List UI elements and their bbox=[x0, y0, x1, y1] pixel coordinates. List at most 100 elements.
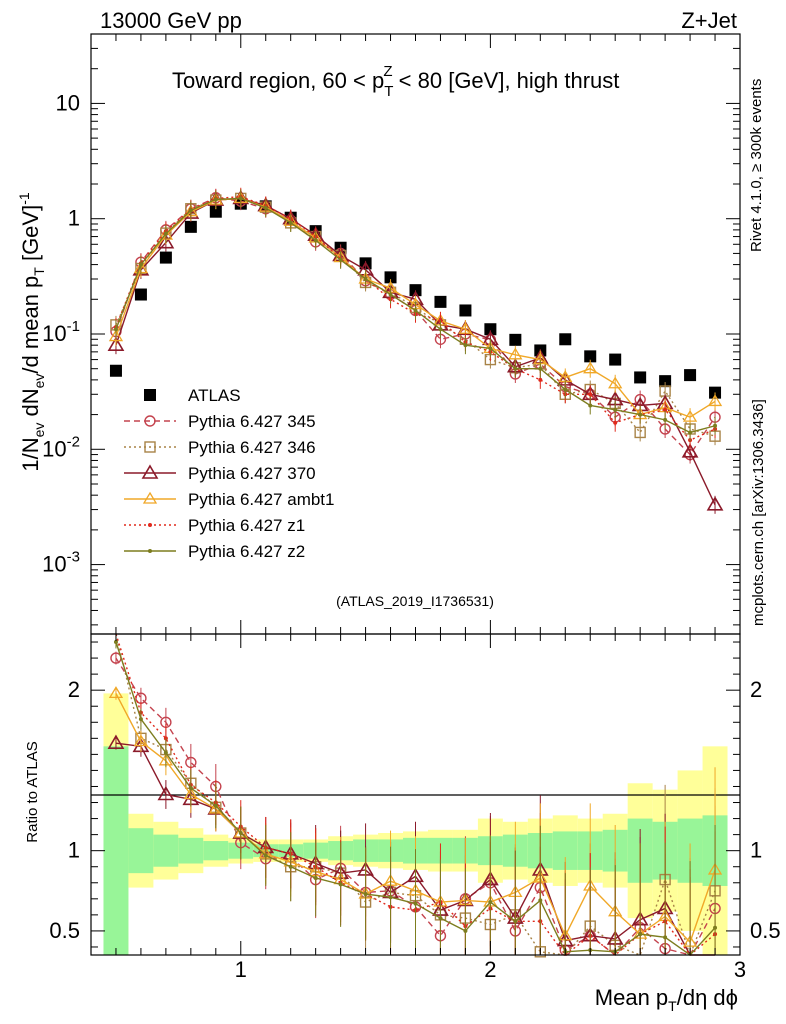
data-point bbox=[659, 375, 672, 388]
ratio-xlabel: Mean pT/dη dϕ bbox=[595, 985, 738, 1014]
tick-exp: -2 bbox=[67, 433, 80, 450]
band-inner bbox=[153, 834, 179, 867]
data-point bbox=[107, 336, 125, 351]
data-point bbox=[584, 350, 597, 363]
ylabel-d: [GeV] bbox=[18, 205, 43, 267]
ratio-ylabel: Ratio to ATLAS bbox=[24, 741, 41, 842]
rivet-label: Rivet 4.1.0, ≥ 300k events bbox=[748, 79, 765, 252]
legend-entry: Pythia 6.427 z1 bbox=[124, 516, 305, 535]
ylabel-c: /d mean p bbox=[18, 276, 43, 374]
legend-entry: Pythia 6.427 345 bbox=[124, 412, 316, 431]
ratio-point bbox=[263, 853, 268, 858]
data-point bbox=[288, 220, 293, 225]
series-6 bbox=[113, 189, 718, 442]
data-point bbox=[509, 333, 522, 346]
ratio-panel: 0.5 0.5 1 1 2 2 1 2 3 Ratio to ATLAS Mean pT/dη … bbox=[24, 633, 781, 1014]
ratio-point bbox=[133, 734, 149, 747]
ratio-point bbox=[288, 864, 293, 869]
data-point bbox=[682, 409, 698, 422]
ratio-y-tick-label-right: 2 bbox=[750, 677, 762, 702]
main-title: Toward region, 60 < pTZ < 80 [GeV], high… bbox=[172, 63, 619, 100]
ratio-point bbox=[113, 640, 118, 645]
data-point bbox=[238, 196, 243, 201]
series-line bbox=[115, 197, 716, 506]
ratio-point bbox=[438, 916, 443, 921]
ratio-y-tick-label: 0.5 bbox=[49, 918, 80, 943]
legend-marker bbox=[142, 491, 158, 504]
ratio-point bbox=[488, 900, 493, 905]
legend-label: Pythia 6.427 345 bbox=[188, 412, 316, 431]
legend-marker bbox=[148, 523, 152, 527]
ratio-point bbox=[157, 785, 175, 801]
ratio-point bbox=[463, 928, 468, 933]
ylabel-b-sub: ev bbox=[31, 374, 47, 389]
legend-label: ATLAS bbox=[188, 386, 241, 405]
legend-label: Pythia 6.427 370 bbox=[188, 464, 316, 483]
data-point bbox=[613, 420, 618, 425]
watermark: (ATLAS_2019_I1736531) bbox=[336, 593, 494, 609]
legend-label: Pythia 6.427 ambt1 bbox=[188, 490, 334, 509]
data-point bbox=[188, 208, 193, 213]
data-point bbox=[706, 496, 724, 511]
data-point bbox=[163, 231, 168, 236]
y-tick-label: 10 bbox=[56, 90, 80, 115]
ratio-point bbox=[413, 901, 418, 906]
ylabel-a: 1/N bbox=[18, 437, 43, 471]
band-inner bbox=[203, 841, 229, 861]
ratio-point bbox=[388, 895, 393, 900]
ratio-point bbox=[108, 686, 124, 699]
ratio-point bbox=[313, 875, 318, 880]
header-right: Z+Jet bbox=[681, 8, 737, 33]
data-point bbox=[459, 304, 472, 317]
data-point bbox=[409, 284, 422, 297]
data-point bbox=[384, 271, 397, 284]
data-point bbox=[213, 197, 218, 202]
data-point bbox=[634, 371, 647, 384]
ratio-y-tick-label: 2 bbox=[68, 677, 80, 702]
data-point bbox=[109, 364, 122, 377]
data-point bbox=[138, 262, 143, 267]
ylabel-a-sub: ev bbox=[31, 423, 47, 438]
ratio-point bbox=[538, 898, 543, 903]
data-point bbox=[613, 407, 618, 412]
data-point bbox=[663, 417, 668, 422]
data-point bbox=[663, 407, 668, 412]
data-point bbox=[438, 327, 443, 332]
legend-marker bbox=[144, 415, 156, 427]
data-point bbox=[563, 387, 568, 392]
title-sup: Z bbox=[383, 63, 392, 80]
ratio-point bbox=[338, 882, 343, 887]
ratio-point bbox=[188, 786, 193, 791]
data-point bbox=[559, 333, 572, 346]
data-point bbox=[538, 366, 543, 371]
data-point bbox=[684, 369, 697, 382]
data-point bbox=[313, 238, 318, 243]
ratio-point bbox=[138, 717, 143, 722]
legend-entry: Pythia 6.427 ambt1 bbox=[124, 490, 334, 509]
data-point bbox=[434, 295, 447, 308]
data-point bbox=[108, 329, 124, 342]
x-tick-label: 2 bbox=[484, 957, 496, 982]
xlabel-b: /dη dϕ bbox=[677, 985, 738, 1010]
title-part-2: < 80 [GeV], high thrust bbox=[393, 68, 620, 93]
legend-label: Pythia 6.427 z1 bbox=[188, 516, 305, 535]
tick-exp: -3 bbox=[67, 549, 80, 566]
data-point bbox=[588, 392, 593, 397]
ratio-point bbox=[107, 734, 125, 749]
tick-base: 10 bbox=[42, 321, 66, 346]
main-ylabel: 1/Nev dNev/d mean pT [GeV]-1 bbox=[16, 192, 47, 472]
y-tick-label: 10-2 bbox=[42, 433, 80, 461]
legend-marker bbox=[144, 441, 156, 453]
data-point bbox=[263, 205, 268, 210]
xlabel-sub: T bbox=[668, 998, 677, 1014]
data-point bbox=[588, 403, 593, 408]
ratio-point bbox=[638, 932, 643, 937]
data-point bbox=[513, 366, 518, 371]
ratio-y-tick-label-right: 1 bbox=[750, 838, 762, 863]
tick-base: 10 bbox=[42, 436, 66, 461]
legend: ATLAS Pythia 6.427 345 Pythia 6.427 346 Pyt… bbox=[124, 386, 334, 561]
data-point bbox=[681, 443, 699, 458]
mcplots-label: mcplots.cern.ch [arXiv:1306.3436] bbox=[750, 399, 767, 626]
